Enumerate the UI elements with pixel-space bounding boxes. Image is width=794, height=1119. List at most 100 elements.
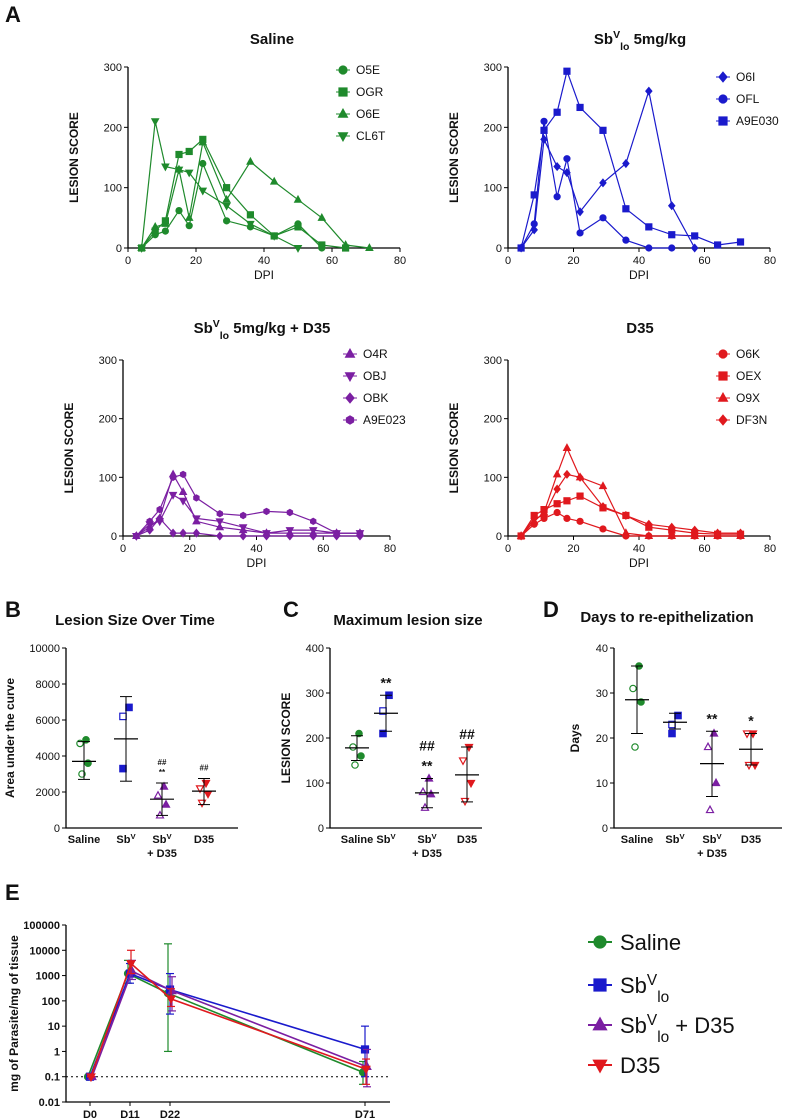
y-axis-label: LESION SCORE bbox=[62, 403, 76, 494]
text-span: Sb bbox=[152, 834, 166, 846]
point-A9E030 bbox=[540, 126, 548, 134]
chart-b: B Lesion Size Over Time 0 2000 4000 6000 8000 1… bbox=[3, 597, 238, 860]
point-OFL bbox=[576, 229, 584, 237]
y-axis-label: LESION SCORE bbox=[279, 693, 293, 784]
y-tick-label: 8000 bbox=[36, 679, 60, 691]
text-span: Sb bbox=[702, 834, 716, 846]
point-O6I bbox=[690, 243, 699, 253]
point-OBJ bbox=[308, 527, 318, 535]
data-point bbox=[426, 789, 436, 798]
category-label-line2: + D35 bbox=[147, 848, 177, 860]
y-tick-label: 1 bbox=[54, 1046, 60, 1058]
series-line-CL6T bbox=[141, 121, 299, 249]
legend-marker bbox=[592, 1059, 608, 1074]
text-span: Sb bbox=[665, 834, 679, 846]
point-O6K bbox=[576, 517, 584, 525]
text-span: Sb bbox=[620, 1013, 647, 1038]
legend-label-OFL: OFL bbox=[736, 92, 760, 106]
point-OBK bbox=[216, 531, 224, 541]
y-tick-label: 30 bbox=[596, 688, 608, 700]
legend-label-O6I: O6I bbox=[736, 70, 755, 84]
data-point bbox=[125, 703, 133, 712]
x-tick-label: 60 bbox=[698, 543, 710, 555]
point-OBJ bbox=[285, 527, 295, 535]
point-A9E030 bbox=[576, 103, 584, 112]
text-span: D35 bbox=[620, 1053, 660, 1078]
point-A9E030 bbox=[599, 126, 607, 134]
panel-label-e: E bbox=[5, 880, 20, 905]
y-tick-label: 0 bbox=[602, 823, 608, 835]
point-O6K bbox=[553, 508, 561, 517]
point-O6E bbox=[184, 212, 194, 221]
y-tick-label: 0.01 bbox=[39, 1097, 60, 1109]
legend-marker-O6K bbox=[718, 349, 728, 359]
point-OFL bbox=[540, 117, 548, 125]
point-A9E030 bbox=[563, 67, 571, 75]
data-point bbox=[705, 804, 715, 814]
text-span: Sb bbox=[594, 31, 613, 48]
axis-lines bbox=[122, 360, 390, 537]
x-tick-label: D0 bbox=[83, 1109, 97, 1119]
y-tick-label: 4000 bbox=[36, 751, 60, 763]
data-point bbox=[379, 729, 387, 738]
y-tick-label: 100 bbox=[104, 183, 122, 195]
y-tick-label: 300 bbox=[484, 355, 502, 367]
y-axis-label: Days bbox=[568, 723, 582, 752]
superscript: V bbox=[166, 832, 172, 841]
point-A9E023 bbox=[156, 505, 163, 514]
x-tick-label: D71 bbox=[355, 1109, 375, 1119]
data-point bbox=[195, 785, 205, 794]
category-label: SbV bbox=[702, 832, 722, 847]
legend-label-DF3N: DF3N bbox=[736, 413, 767, 427]
y-tick-label: 200 bbox=[104, 122, 122, 134]
legend-label: SbVlo bbox=[620, 972, 669, 1006]
panel-label-c: C bbox=[283, 597, 299, 622]
point-O5E bbox=[175, 206, 183, 215]
data-point bbox=[351, 761, 359, 769]
legend-label: Saline bbox=[620, 930, 681, 955]
significance-mark: ## bbox=[419, 738, 435, 754]
text-span: Sb bbox=[417, 834, 431, 846]
significance-mark: ## bbox=[459, 726, 475, 742]
point-OEX bbox=[576, 492, 584, 500]
category-label: SbV bbox=[665, 832, 685, 847]
point-O9X bbox=[598, 481, 608, 490]
x-tick-label: D11 bbox=[120, 1109, 140, 1119]
significance-mark: * bbox=[748, 713, 754, 729]
significance-mark: ** bbox=[422, 758, 433, 774]
point-OEX bbox=[563, 497, 571, 505]
data-point bbox=[750, 761, 760, 771]
axis-lines bbox=[507, 67, 770, 249]
point-OGR bbox=[294, 223, 302, 231]
y-tick-label: 300 bbox=[484, 62, 502, 74]
point-DF3N bbox=[517, 531, 525, 541]
x-tick-label: 0 bbox=[505, 543, 511, 555]
chart-d: D Days to re-epithelization 0 10 20 30 40 Days S… bbox=[543, 597, 782, 860]
point-DF3N bbox=[553, 484, 561, 494]
legend-marker-O6E bbox=[337, 107, 349, 118]
point-A9E030 bbox=[736, 238, 745, 246]
point-O6E bbox=[198, 137, 208, 146]
point-DF3N bbox=[713, 528, 722, 538]
point-CL6T bbox=[150, 118, 160, 127]
legend-marker-OGR bbox=[338, 87, 348, 97]
text-span: D35 bbox=[457, 834, 477, 846]
legend-marker-O5E bbox=[338, 65, 348, 75]
x-tick-label: 80 bbox=[384, 543, 396, 555]
y-tick-label: 400 bbox=[306, 643, 324, 655]
point-OBK bbox=[169, 528, 177, 538]
point-O4R bbox=[178, 487, 188, 495]
chart-title: Saline bbox=[250, 31, 294, 48]
chart-title: Maximum lesion size bbox=[333, 612, 482, 629]
point-OGR bbox=[246, 211, 254, 219]
y-tick-label: 100 bbox=[484, 472, 502, 484]
data-point bbox=[631, 743, 639, 751]
panel-label-d: D bbox=[543, 597, 559, 622]
point-A9E023 bbox=[216, 510, 223, 518]
point-OGR bbox=[223, 184, 231, 192]
text-span: D35 bbox=[741, 834, 761, 846]
data-point bbox=[361, 1065, 371, 1075]
point-CL6T bbox=[184, 169, 194, 178]
point-A9E023 bbox=[333, 529, 340, 537]
